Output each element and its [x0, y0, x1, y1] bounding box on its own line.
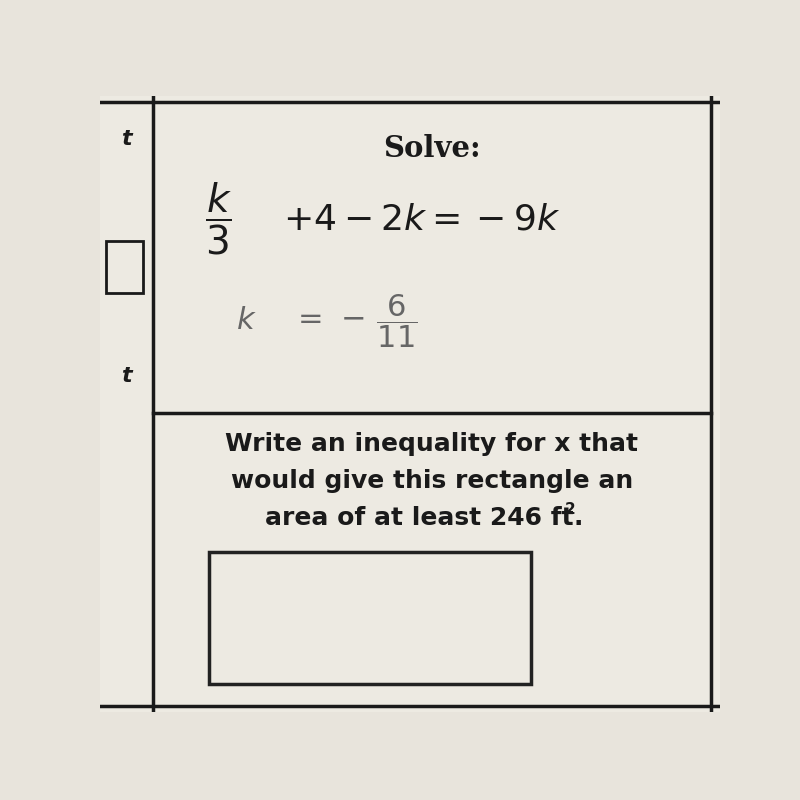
Text: $k$: $k$ — [237, 306, 257, 336]
Text: 8m: 8m — [479, 584, 515, 604]
Text: area of at least 246 ft: area of at least 246 ft — [265, 506, 574, 530]
Text: $+ 4 - 2k = -9k$: $+ 4 - 2k = -9k$ — [283, 202, 560, 236]
Text: $= \,-\,\dfrac{6}{11}$: $= \,-\,\dfrac{6}{11}$ — [292, 292, 418, 350]
Text: Write an inequality for x that: Write an inequality for x that — [226, 432, 638, 456]
Text: Solve:: Solve: — [383, 134, 481, 163]
Text: 2: 2 — [565, 502, 576, 518]
Text: would give this rectangle an: would give this rectangle an — [230, 469, 633, 493]
Text: t: t — [121, 366, 132, 386]
Bar — [209, 552, 531, 684]
Text: $\dfrac{k}{3}$: $\dfrac{k}{3}$ — [206, 181, 232, 258]
Bar — [106, 241, 143, 293]
Text: (2x + 4)m: (2x + 4)m — [274, 648, 389, 668]
Text: t: t — [121, 129, 132, 149]
Text: .: . — [573, 506, 582, 530]
